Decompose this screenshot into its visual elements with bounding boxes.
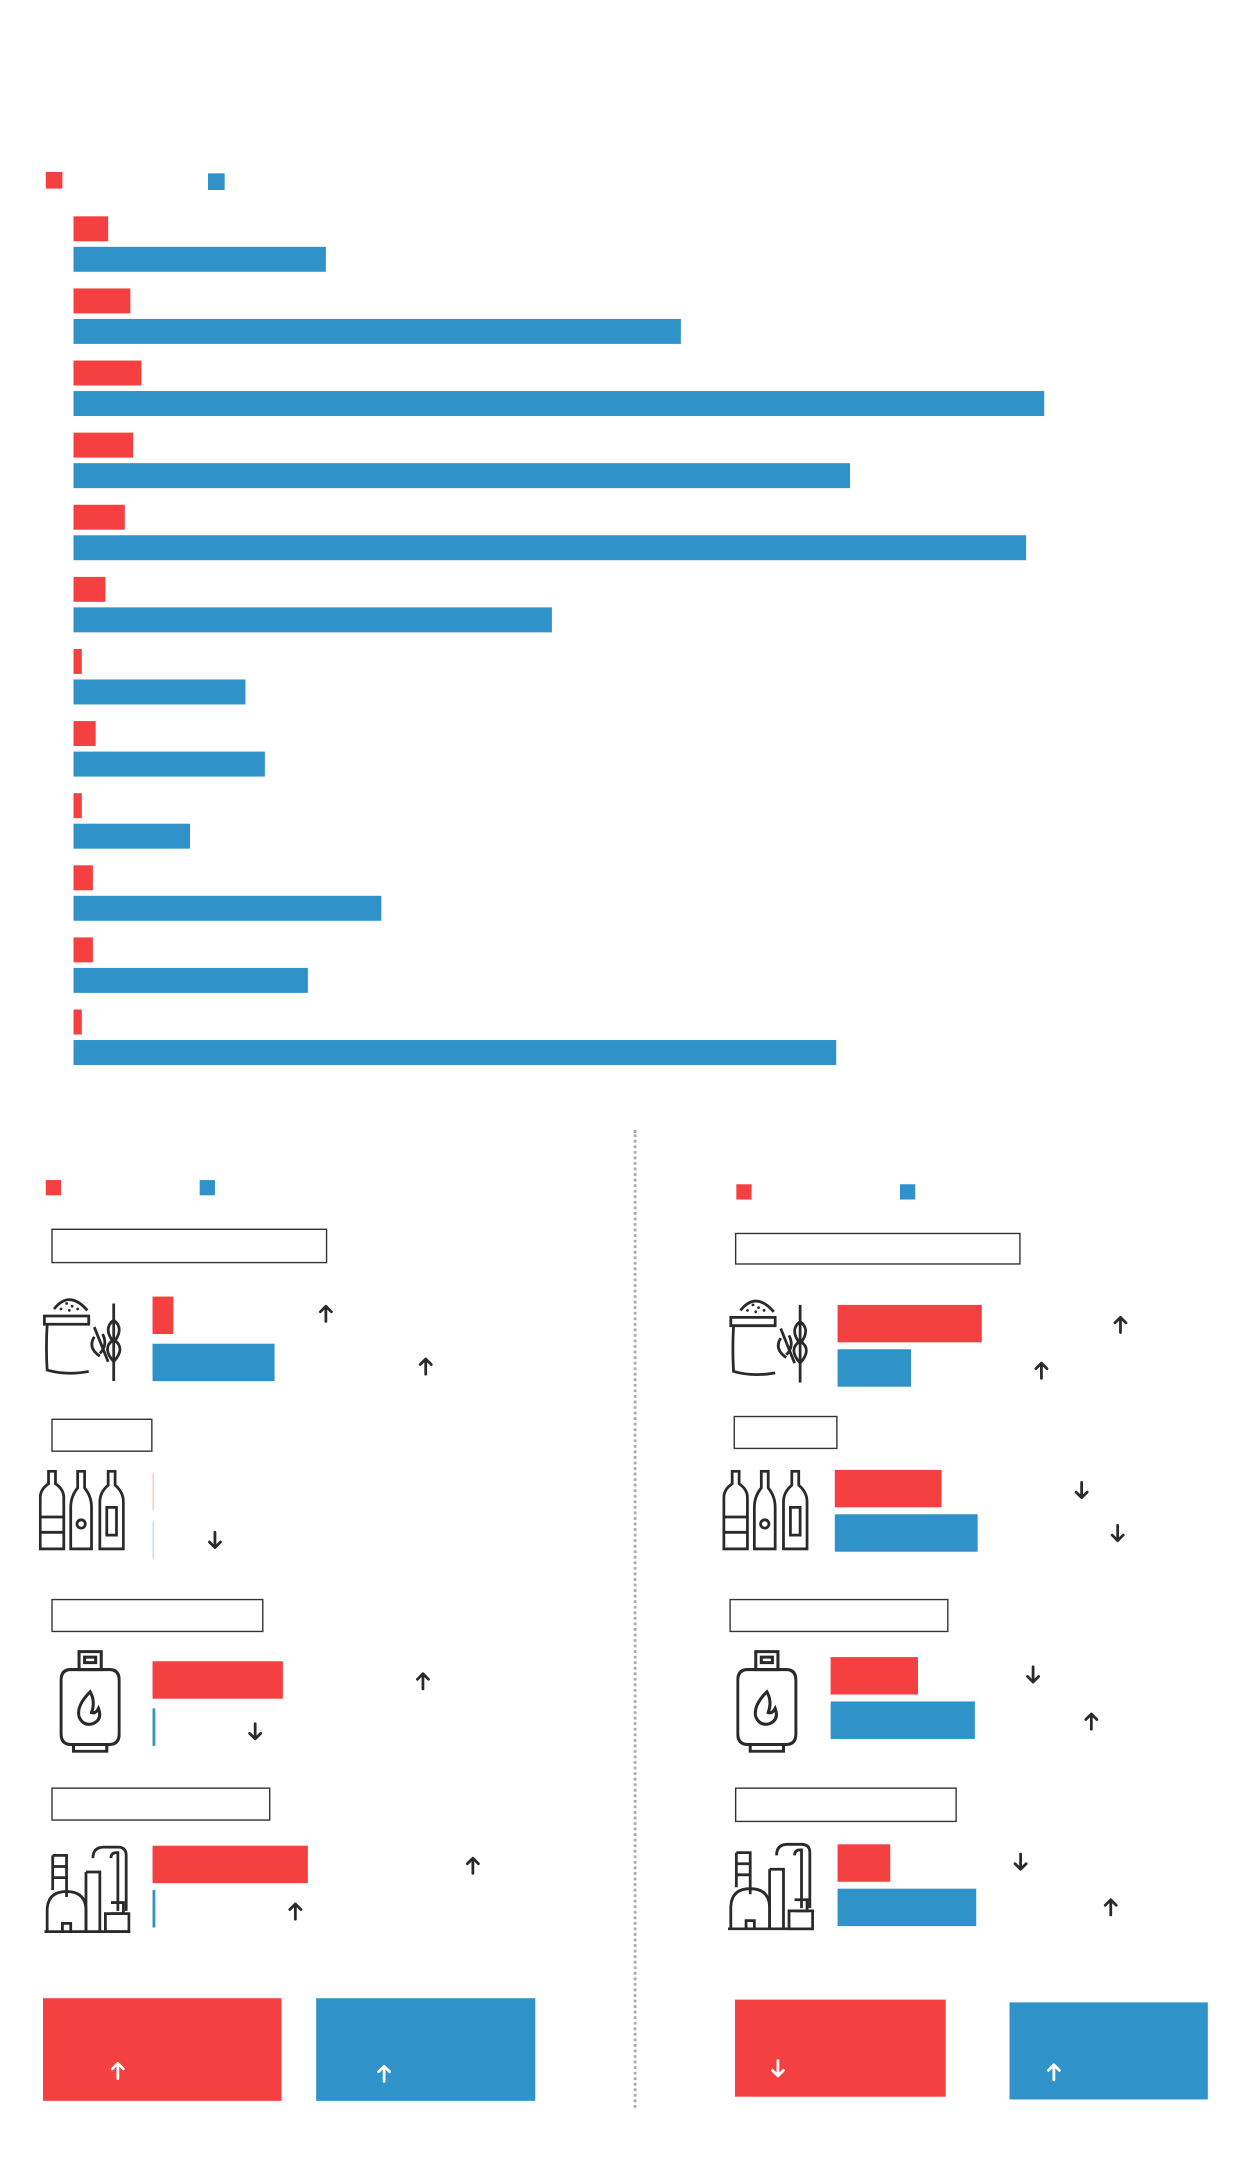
- bar-red: [73, 288, 131, 314]
- label-box: [51, 1228, 328, 1264]
- arrow-down-icon: [1110, 1523, 1125, 1543]
- bar-red: [73, 793, 82, 819]
- flour-wheat-icon: [42, 1292, 131, 1388]
- legend-red-swatch: [45, 171, 63, 189]
- arrow-up-icon: [1103, 1898, 1118, 1917]
- arrow-up-icon: [288, 1902, 303, 1921]
- bottles-icon: [38, 1469, 125, 1557]
- gas-cylinder-icon: [736, 1650, 798, 1760]
- panel-divider: [633, 1130, 637, 2108]
- bar-red: [837, 1844, 891, 1882]
- arrow-up-icon: [418, 1357, 433, 1376]
- arrow-down-icon: [771, 2059, 785, 2078]
- bar-red: [73, 576, 106, 602]
- total-blue-block: [1009, 2002, 1208, 2100]
- bar-red: [73, 1009, 82, 1035]
- label-box: [51, 1787, 271, 1821]
- bar-blue: [152, 1521, 154, 1559]
- bar-red: [152, 1296, 174, 1335]
- bar-red: [73, 865, 93, 891]
- bar-blue: [73, 823, 190, 849]
- arrow-down-icon: [1013, 1852, 1028, 1871]
- bar-blue: [73, 318, 681, 344]
- bar-blue: [837, 1349, 912, 1387]
- legend-red-swatch: [45, 1180, 62, 1196]
- legend-blue-swatch: [208, 173, 225, 190]
- bar-red: [73, 432, 134, 458]
- factory-icon: [44, 1844, 131, 1940]
- bar-blue: [73, 463, 851, 489]
- bar-blue: [73, 751, 265, 777]
- bar-red: [73, 360, 142, 386]
- arrow-down-icon: [248, 1722, 263, 1741]
- arrow-up-icon: [1113, 1315, 1128, 1335]
- label-box: [51, 1598, 264, 1633]
- bar-red: [834, 1469, 942, 1508]
- bar-blue: [152, 1890, 156, 1928]
- bar-red: [830, 1657, 918, 1695]
- legend-blue-swatch: [899, 1184, 916, 1200]
- arrow-up-icon: [110, 2062, 125, 2081]
- label-box: [51, 1418, 153, 1452]
- bar-red: [73, 648, 82, 674]
- label-box: [734, 1232, 1021, 1265]
- arrow-up-icon: [1046, 2063, 1061, 2082]
- label-box: [729, 1598, 949, 1633]
- bar-red: [152, 1472, 154, 1511]
- bar-blue: [834, 1514, 978, 1552]
- bar-red: [837, 1304, 982, 1343]
- bar-blue: [152, 1343, 275, 1382]
- flour-wheat-icon: [728, 1294, 817, 1390]
- arrow-up-icon: [416, 1672, 430, 1691]
- bar-red: [73, 937, 93, 963]
- factory-icon: [728, 1842, 814, 1938]
- arrow-up-icon: [465, 1856, 480, 1875]
- bar-blue: [73, 967, 308, 993]
- bar-blue: [73, 391, 1045, 417]
- arrow-up-icon: [1084, 1712, 1099, 1731]
- arrow-down-icon: [1074, 1480, 1089, 1500]
- bar-blue: [837, 1888, 977, 1927]
- bar-blue: [73, 246, 326, 272]
- bar-red: [73, 504, 125, 530]
- bar-blue: [73, 679, 246, 705]
- arrow-down-icon: [1026, 1665, 1041, 1684]
- bar-blue: [152, 1708, 156, 1746]
- legend-blue-swatch: [199, 1180, 215, 1196]
- total-red-block: [734, 1999, 946, 2097]
- total-blue-block: [316, 1998, 536, 2101]
- arrow-up-icon: [318, 1304, 333, 1323]
- bar-red: [73, 721, 96, 747]
- bottles-icon: [722, 1469, 809, 1557]
- bar-blue: [73, 607, 552, 633]
- arrow-up-icon: [1034, 1361, 1049, 1380]
- bar-red: [152, 1845, 308, 1884]
- arrow-up-icon: [377, 2064, 392, 2083]
- bar-blue: [830, 1701, 975, 1739]
- total-red-block: [42, 1998, 282, 2101]
- bar-blue: [73, 895, 382, 921]
- gas-cylinder-icon: [59, 1650, 121, 1760]
- bar-blue: [73, 535, 1027, 561]
- bar-red: [73, 216, 109, 242]
- arrow-down-icon: [208, 1530, 222, 1549]
- legend-red-swatch: [736, 1184, 752, 1200]
- label-box: [734, 1787, 957, 1823]
- label-box: [733, 1415, 838, 1450]
- bar-blue: [73, 1040, 837, 1065]
- bar-red: [152, 1661, 283, 1699]
